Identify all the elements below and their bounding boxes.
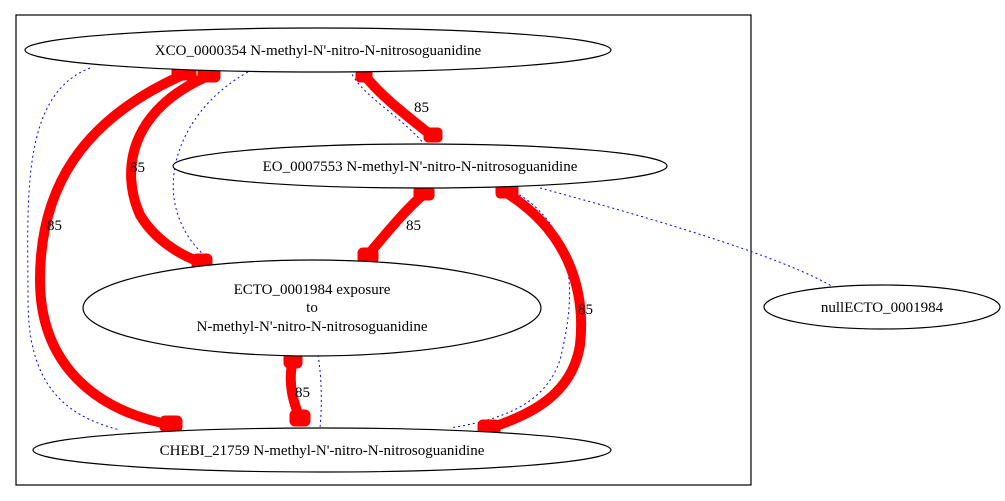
node-null-ecto-0001984: nullECTO_0001984 (763, 284, 1001, 330)
node-chebi-21759: CHEBI_21759 N-methyl-N'-nitro-N-nitrosog… (32, 427, 612, 473)
cap-ecto-chebi-end (289, 409, 311, 427)
edge-label-eo-ecto: 85 (406, 218, 421, 234)
cluster-border (15, 14, 752, 486)
node-null-shape (763, 284, 1001, 330)
edge-label-xco-chebi: 85 (47, 218, 62, 234)
node-null-label: nullECTO_0001984 (821, 300, 944, 316)
edge-labels: 85 85 85 85 85 85 (47, 100, 593, 401)
weak-edge-eo-null (539, 187, 836, 289)
edge-label-ecto-chebi: 85 (295, 385, 310, 401)
node-ecto-shape (82, 259, 542, 357)
node-xco-shape (24, 27, 612, 73)
strong-edge-xco-chebi (35, 69, 190, 430)
edge-label-xco-eo: 85 (414, 100, 429, 116)
node-chebi-shape (32, 427, 612, 473)
cap-xco-eo-end (423, 127, 443, 143)
node-ecto-0001984: ECTO_0001984 exposure to N-methyl-N'-nit… (82, 259, 542, 357)
node-chebi-label: CHEBI_21759 N-methyl-N'-nitro-N-nitrosog… (160, 443, 485, 459)
weak-edge-eo-chebi (449, 191, 570, 429)
node-eo-0007553: EO_0007553 N-methyl-N'-nitro-N-nitrosogu… (172, 143, 668, 189)
node-ecto-label-line3: N-methyl-N'-nitro-N-nitrosoguanidine (197, 319, 428, 335)
node-eo-shape (172, 143, 668, 189)
edge-caps (159, 63, 519, 437)
strong-edges (35, 69, 587, 433)
node-ecto-label-line1: ECTO_0001984 exposure (234, 282, 391, 298)
node-eo-label: EO_0007553 N-methyl-N'-nitro-N-nitrosogu… (263, 159, 578, 175)
edge-label-eo-chebi: 85 (578, 302, 593, 318)
weak-edge-xco-chebi (27, 67, 121, 431)
node-ecto-label-line2: to (306, 300, 318, 316)
strong-edge-eo-chebi (485, 187, 587, 433)
cap-xco-chebi-end (159, 415, 183, 433)
node-xco-label: XCO_0000354 N-methyl-N'-nitro-N-nitrosog… (155, 43, 482, 59)
strong-edge-xco-ecto (126, 71, 213, 267)
edge-label-xco-ecto: 85 (130, 160, 145, 176)
weak-edge-ecto-chebi (317, 354, 322, 429)
node-xco-0000354: XCO_0000354 N-methyl-N'-nitro-N-nitrosog… (24, 27, 612, 73)
